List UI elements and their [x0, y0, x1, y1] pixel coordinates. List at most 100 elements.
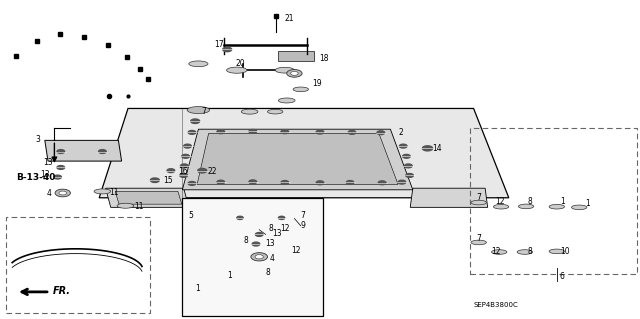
Text: FR.: FR. [52, 286, 70, 296]
Text: 5: 5 [189, 211, 194, 220]
Text: 7: 7 [477, 234, 482, 243]
Polygon shape [106, 188, 189, 207]
Circle shape [316, 181, 324, 185]
Text: 14: 14 [432, 144, 442, 153]
Text: 20: 20 [236, 59, 245, 68]
Text: 7: 7 [202, 107, 207, 115]
Ellipse shape [493, 204, 509, 209]
Text: 12: 12 [491, 247, 500, 256]
Text: 7: 7 [301, 211, 306, 220]
Circle shape [287, 70, 302, 77]
Ellipse shape [117, 203, 134, 208]
Circle shape [59, 191, 67, 195]
Ellipse shape [572, 205, 587, 210]
Circle shape [188, 182, 196, 185]
Ellipse shape [295, 118, 316, 125]
Circle shape [223, 47, 232, 52]
Ellipse shape [517, 250, 532, 254]
Circle shape [55, 189, 70, 197]
Circle shape [377, 131, 385, 135]
Circle shape [255, 255, 264, 259]
Circle shape [180, 174, 188, 177]
Circle shape [346, 181, 354, 184]
Circle shape [281, 130, 289, 134]
Ellipse shape [492, 250, 507, 254]
Circle shape [255, 233, 263, 236]
Text: 1: 1 [195, 284, 200, 293]
Text: 8: 8 [266, 268, 270, 277]
Text: 6: 6 [560, 272, 565, 281]
Text: 15: 15 [163, 176, 173, 185]
Circle shape [191, 119, 200, 123]
Circle shape [251, 253, 268, 261]
Text: 7: 7 [477, 193, 482, 202]
Ellipse shape [549, 249, 564, 254]
Circle shape [198, 168, 207, 173]
Text: 13: 13 [266, 239, 275, 248]
Text: 17: 17 [214, 40, 223, 49]
Text: 12: 12 [495, 197, 504, 206]
Text: 21: 21 [285, 14, 294, 23]
Circle shape [348, 130, 356, 134]
Circle shape [422, 146, 433, 151]
Circle shape [57, 166, 65, 169]
Circle shape [291, 71, 298, 75]
Circle shape [249, 180, 257, 184]
Circle shape [150, 178, 159, 182]
Polygon shape [197, 133, 398, 184]
Ellipse shape [471, 200, 486, 205]
Text: 11: 11 [134, 202, 144, 211]
Circle shape [184, 144, 191, 148]
Text: 10: 10 [560, 247, 570, 256]
Text: B-13-40: B-13-40 [16, 173, 56, 182]
Text: 18: 18 [319, 54, 328, 63]
Text: 1: 1 [227, 271, 232, 280]
Text: SEP4B3800C: SEP4B3800C [474, 302, 518, 308]
Text: 2: 2 [399, 128, 403, 137]
Text: 8: 8 [269, 224, 273, 233]
Text: 13: 13 [40, 170, 50, 179]
Circle shape [217, 180, 225, 184]
Ellipse shape [189, 61, 208, 67]
Ellipse shape [549, 204, 564, 209]
Polygon shape [410, 188, 488, 207]
Text: 12: 12 [291, 246, 301, 255]
Ellipse shape [241, 109, 258, 114]
Text: 4: 4 [270, 254, 275, 263]
Circle shape [249, 130, 257, 133]
Ellipse shape [268, 109, 283, 114]
Circle shape [398, 180, 406, 184]
Text: 8: 8 [243, 236, 248, 245]
Circle shape [252, 242, 260, 246]
Circle shape [378, 181, 386, 185]
Ellipse shape [188, 107, 210, 114]
Circle shape [188, 130, 196, 134]
Circle shape [167, 169, 175, 173]
Circle shape [237, 216, 243, 219]
Circle shape [281, 181, 289, 184]
Circle shape [278, 216, 285, 219]
Polygon shape [99, 108, 509, 198]
Circle shape [99, 150, 106, 153]
Text: 13: 13 [43, 158, 52, 167]
Ellipse shape [94, 189, 111, 194]
Circle shape [57, 150, 65, 153]
Circle shape [404, 164, 412, 168]
Polygon shape [278, 51, 314, 61]
Polygon shape [182, 129, 413, 190]
Text: 8: 8 [528, 247, 532, 256]
Ellipse shape [293, 87, 308, 92]
Circle shape [180, 164, 188, 168]
Ellipse shape [275, 67, 294, 73]
Polygon shape [45, 140, 122, 161]
Ellipse shape [278, 98, 295, 103]
Text: 1: 1 [560, 197, 564, 206]
Text: 19: 19 [312, 79, 322, 88]
Text: 4: 4 [47, 189, 52, 198]
Circle shape [399, 144, 407, 148]
Text: 1: 1 [586, 199, 590, 208]
Circle shape [316, 130, 324, 134]
Text: 13: 13 [272, 229, 282, 238]
Polygon shape [115, 191, 182, 204]
Ellipse shape [471, 240, 486, 245]
